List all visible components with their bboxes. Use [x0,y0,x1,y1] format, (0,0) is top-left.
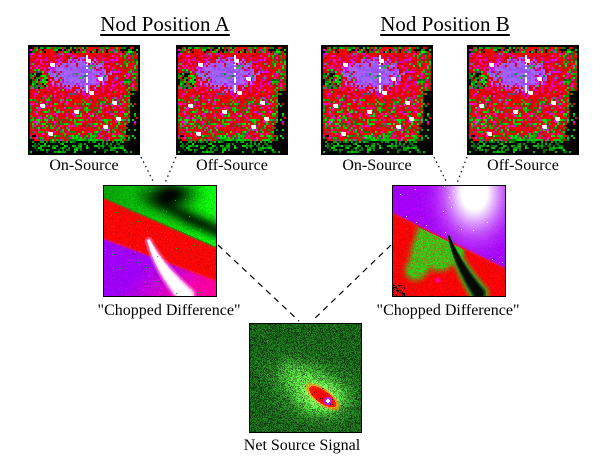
nod-a-off-source-label: Off-Source [196,157,268,174]
nod-b-off-source-label: Off-Source [487,157,559,174]
chopped-difference-a-image [103,185,217,297]
chopped-difference-b-image [392,185,506,297]
dotted-line-a-off [164,156,177,184]
nod-a-off-source-image [176,45,288,155]
dotted-line-a-on [140,156,155,184]
net-source-signal-image [249,323,362,433]
nod-a-title: Nod Position A [100,12,230,36]
nod-b-on-source-label: On-Source [342,157,412,174]
nod-a-on-source-label: On-Source [49,157,119,174]
dotted-line-b-off [456,156,468,184]
net-source-signal-label: Net Source Signal [243,437,361,454]
nod-b-title: Nod Position B [380,12,510,36]
nod-a-on-source-image [28,45,140,155]
chopped-difference-b-label: "Chopped Difference" [376,302,520,319]
chopped-difference-a-label: "Chopped Difference" [97,302,241,319]
nod-b-off-source-image [467,45,579,155]
dotted-line-b-on [433,156,448,184]
nod-b-on-source-image [321,45,433,155]
